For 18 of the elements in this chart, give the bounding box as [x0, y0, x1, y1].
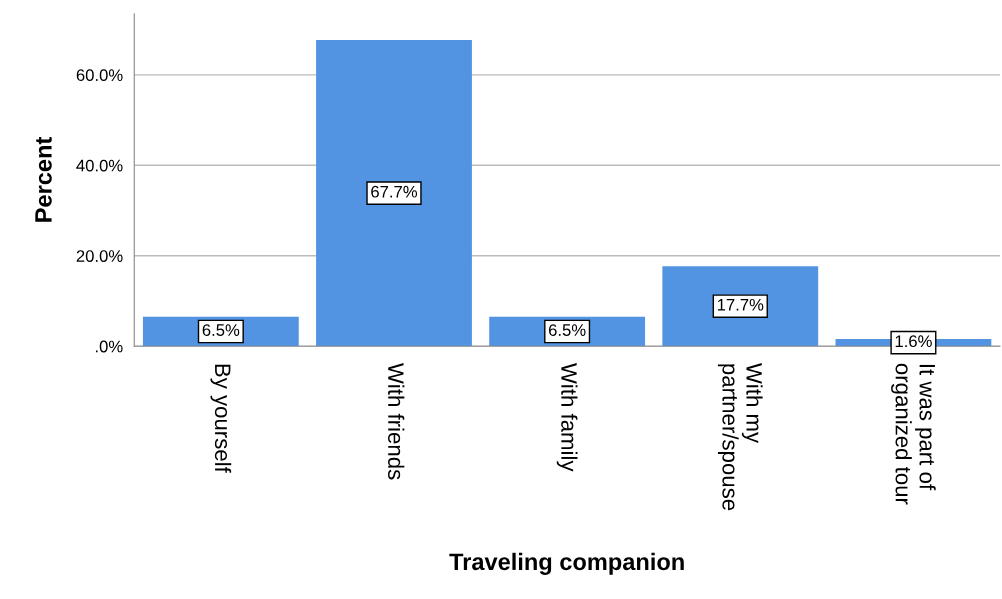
y-tick-label: .0%	[95, 340, 123, 353]
x-tick-label: By yourself	[210, 364, 232, 473]
data-label: 67.7%	[371, 185, 418, 198]
x-tick-label: With my partner/spouse	[717, 362, 763, 511]
x-tick-label: With family	[556, 362, 578, 472]
data-label: 1.6%	[895, 335, 932, 348]
data-label: 6.5%	[548, 324, 586, 336]
y-tick-label: 40.0%	[76, 159, 123, 172]
data-label: 17.7%	[717, 298, 764, 311]
y-tick-label: 20.0%	[76, 250, 123, 262]
y-tick-label: 60.0%	[76, 69, 123, 82]
y-axis-title: Percent	[35, 136, 52, 222]
bar	[316, 40, 472, 347]
x-tick-label: It was part of organized tour	[891, 363, 936, 505]
data-label: 6.5%	[202, 324, 240, 336]
bar	[662, 266, 819, 347]
x-axis-title: Traveling companion	[449, 552, 684, 575]
x-tick-label: With friends	[388, 362, 405, 480]
